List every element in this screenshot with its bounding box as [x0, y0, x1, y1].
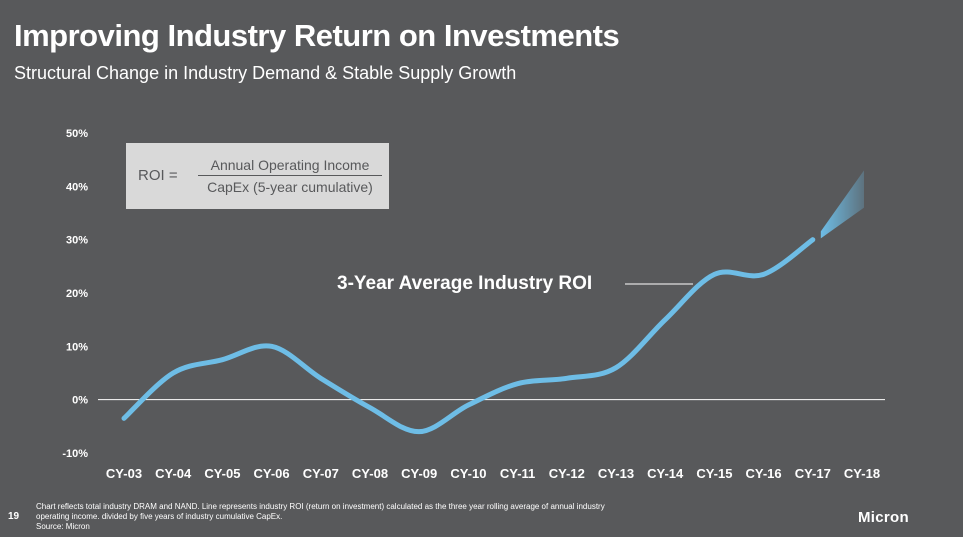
- formula-fraction-bar: [198, 175, 382, 176]
- x-tick-label: CY-03: [106, 466, 142, 481]
- x-tick-label: CY-08: [352, 466, 388, 481]
- footnote-line-2: operating income. divided by five years …: [36, 512, 283, 521]
- micron-logo: Micron: [858, 509, 909, 526]
- x-tick-label: CY-10: [450, 466, 486, 481]
- x-tick-label: CY-04: [155, 466, 192, 481]
- x-tick-label: CY-12: [549, 466, 585, 481]
- x-tick-label: CY-18: [844, 466, 880, 481]
- y-tick-label: 40%: [66, 181, 88, 193]
- page-title: Improving Industry Return on Investments: [14, 18, 620, 53]
- footnote-line-1: Chart reflects total industry DRAM and N…: [36, 502, 605, 511]
- x-tick-label: CY-16: [746, 466, 782, 481]
- formula-numerator: Annual Operating Income: [210, 157, 370, 173]
- x-tick-label: CY-11: [500, 466, 535, 481]
- y-tick-label: 50%: [66, 128, 88, 140]
- y-tick-label: 0%: [72, 395, 88, 407]
- x-tick-label: CY-17: [795, 466, 831, 481]
- formula-lhs: ROI =: [138, 167, 178, 184]
- series-label: 3-Year Average Industry ROI: [337, 273, 592, 294]
- x-tick-label: CY-06: [254, 466, 290, 481]
- chart-footnote: Chart reflects total industry DRAM and N…: [36, 502, 726, 532]
- x-tick-label: CY-13: [598, 466, 634, 481]
- x-tick-label: CY-14: [647, 466, 684, 481]
- footnote-source: Source: Micron: [36, 522, 90, 531]
- y-tick-label: 30%: [66, 235, 88, 247]
- page-number: 19: [8, 511, 20, 522]
- y-tick-label: 10%: [66, 341, 88, 353]
- x-tick-label: CY-15: [696, 466, 732, 481]
- formula-denominator: CapEx (5-year cumulative): [207, 179, 373, 195]
- roi-formula-box: ROI = Annual Operating Income CapEx (5-y…: [126, 143, 389, 209]
- x-tick-label: CY-07: [303, 466, 339, 481]
- roi-projection-cone: [820, 170, 864, 239]
- y-tick-label: -10%: [62, 448, 88, 460]
- y-tick-label: 20%: [66, 288, 88, 300]
- page-subtitle: Structural Change in Industry Demand & S…: [14, 63, 517, 83]
- x-tick-label: CY-09: [401, 466, 437, 481]
- x-tick-label: CY-05: [204, 466, 240, 481]
- roi-series-line: [121, 237, 816, 435]
